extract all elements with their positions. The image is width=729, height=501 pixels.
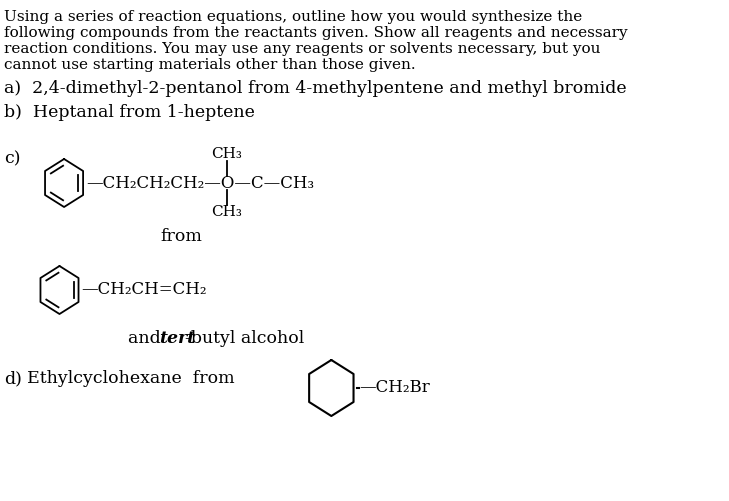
Text: —CH₂Br: —CH₂Br bbox=[359, 379, 429, 396]
Text: tert: tert bbox=[159, 330, 195, 347]
Text: -butyl alcohol: -butyl alcohol bbox=[185, 330, 304, 347]
Text: CH₃: CH₃ bbox=[211, 147, 243, 161]
Text: —CH₂CH=CH₂: —CH₂CH=CH₂ bbox=[82, 282, 207, 299]
Text: Using a series of reaction equations, outline how you would synthesize the: Using a series of reaction equations, ou… bbox=[4, 10, 582, 24]
Text: —CH₂CH₂CH₂—O—C—CH₃: —CH₂CH₂CH₂—O—C—CH₃ bbox=[86, 174, 314, 191]
Text: c): c) bbox=[4, 150, 20, 167]
Text: a)  2,4-dimethyl-2-pentanol from 4-methylpentene and methyl bromide: a) 2,4-dimethyl-2-pentanol from 4-methyl… bbox=[4, 80, 626, 97]
Text: from: from bbox=[160, 228, 202, 245]
Text: b)  Heptanal from 1-heptene: b) Heptanal from 1-heptene bbox=[4, 104, 254, 121]
Text: CH₃: CH₃ bbox=[211, 205, 243, 219]
Text: and: and bbox=[128, 330, 166, 347]
Text: d): d) bbox=[4, 370, 22, 387]
Text: reaction conditions. You may use any reagents or solvents necessary, but you: reaction conditions. You may use any rea… bbox=[4, 42, 600, 56]
Text: following compounds from the reactants given. Show all reagents and necessary: following compounds from the reactants g… bbox=[4, 26, 627, 40]
Text: Ethylcyclohexane  from: Ethylcyclohexane from bbox=[28, 370, 235, 387]
Text: cannot use starting materials other than those given.: cannot use starting materials other than… bbox=[4, 58, 416, 72]
